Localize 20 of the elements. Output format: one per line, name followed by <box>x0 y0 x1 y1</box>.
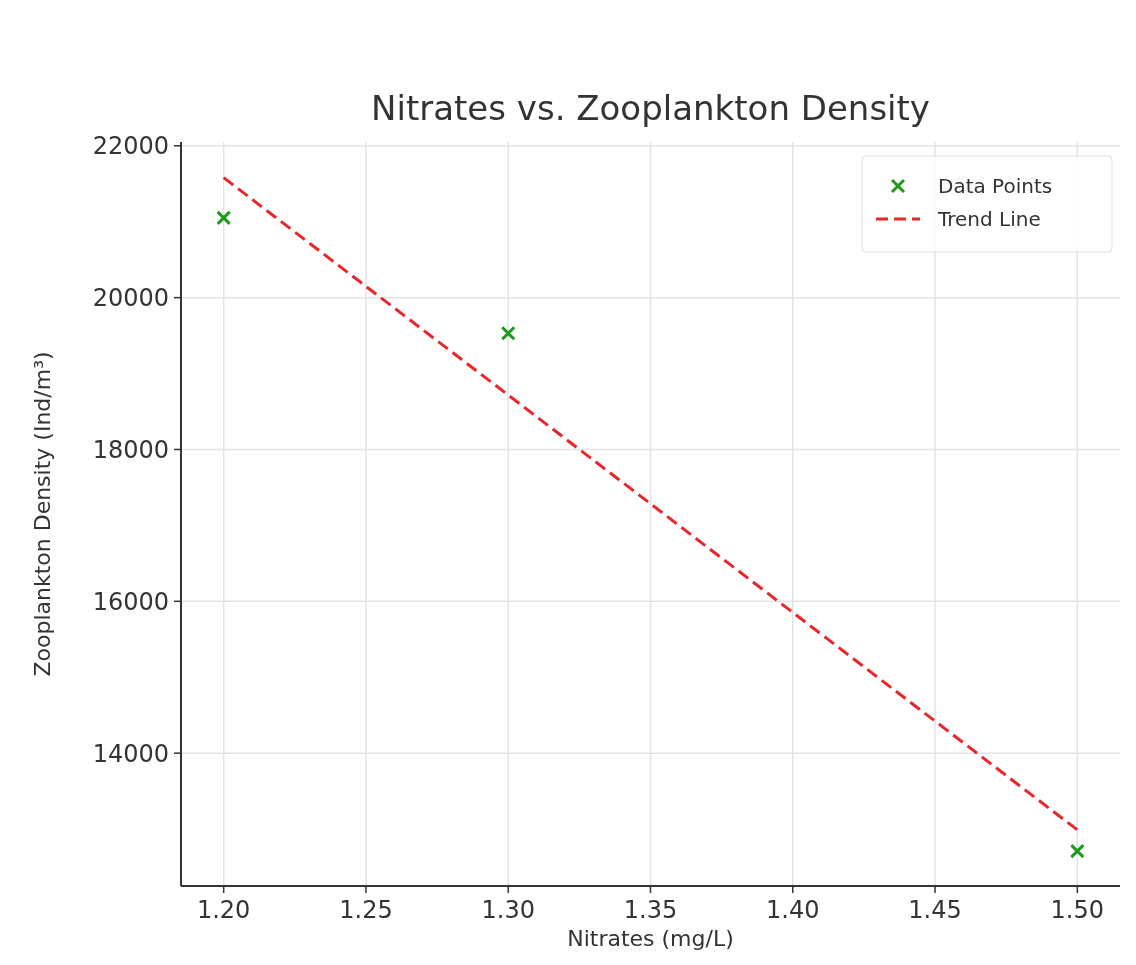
point <box>500 325 516 341</box>
point <box>216 210 232 226</box>
legend-label: Data Points <box>938 174 1053 198</box>
y-tick-label: 18000 <box>92 435 169 464</box>
legend-label: Trend Line <box>937 207 1041 231</box>
y-tick-label: 22000 <box>92 132 169 161</box>
y-tick-label: 20000 <box>92 284 169 313</box>
x-tick-label: 1.35 <box>623 896 678 924</box>
x-tick-label: 1.25 <box>339 896 393 924</box>
x-tick-label: 1.30 <box>481 896 535 924</box>
x-tick-label: 1.45 <box>908 896 962 924</box>
y-axis-title: Zooplankton Density (Ind/m³) <box>30 351 55 677</box>
x-axis-title: Nitrates (mg/L) <box>567 926 734 951</box>
x-tick-label: 1.20 <box>196 896 251 924</box>
y-tick-label: 16000 <box>92 587 169 616</box>
x-tick-label: 1.50 <box>1050 896 1105 924</box>
y-tick-label: 14000 <box>92 739 169 768</box>
point <box>1069 843 1085 859</box>
chart-title: Nitrates vs. Zooplankton Density <box>371 88 930 128</box>
x-tick-label: 1.40 <box>766 896 820 924</box>
